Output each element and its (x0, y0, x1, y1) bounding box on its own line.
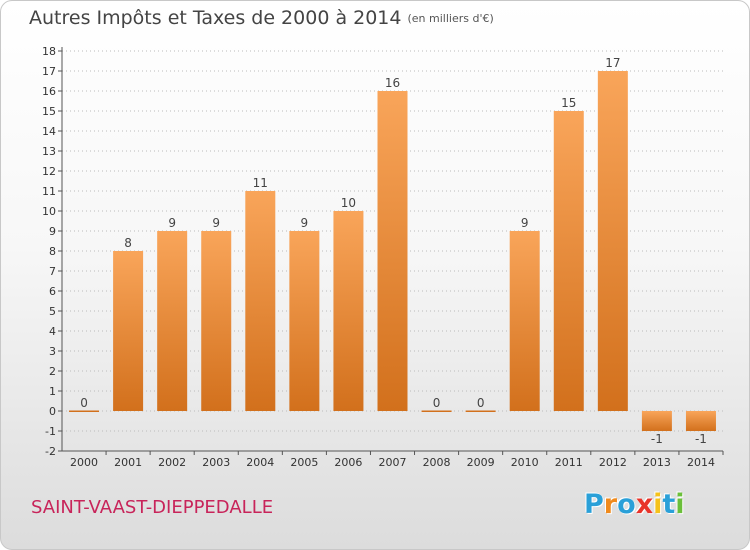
data-label-2005: 9 (301, 216, 309, 230)
y-tick-label: 3 (49, 345, 56, 358)
y-tick-label: 18 (42, 45, 56, 58)
bar-2013 (641, 411, 672, 431)
y-tick-label: 4 (49, 325, 56, 338)
x-tick-label: 2005 (290, 456, 318, 469)
x-tick-label: 2000 (70, 456, 98, 469)
bar-2010 (509, 231, 540, 411)
bar-2000 (69, 410, 100, 412)
x-tick-label: 2006 (334, 456, 362, 469)
x-tick-label: 2001 (114, 456, 142, 469)
data-label-2004: 11 (253, 176, 268, 190)
y-tick-label: 14 (42, 125, 56, 138)
logo-letter: o (617, 489, 636, 520)
bar-2004 (245, 191, 276, 411)
bar-2014 (685, 411, 716, 431)
data-label-2008: 0 (433, 396, 441, 410)
x-tick-label: 2002 (158, 456, 186, 469)
x-tick-label: 2014 (687, 456, 715, 469)
bars (69, 71, 716, 431)
y-tick-label: 10 (42, 205, 56, 218)
x-tick-label: 2003 (202, 456, 230, 469)
chart-title: Autres Impôts et Taxes de 2000 à 2014 (en… (29, 7, 494, 29)
commune-name: SAINT-VAAST-DIEPPEDALLE (31, 497, 274, 518)
logo-letter: P (584, 489, 604, 520)
x-tick-label: 2013 (643, 456, 671, 469)
bar-2008 (421, 410, 452, 412)
y-tick-label: 8 (49, 245, 56, 258)
logo-letter: i (675, 489, 685, 520)
data-label-2000: 0 (80, 396, 88, 410)
bar-2003 (201, 231, 232, 411)
chart-subtitle: (en milliers d'€) (407, 12, 494, 25)
y-tick-label: -1 (45, 425, 56, 438)
bar-2001 (113, 251, 144, 411)
y-tick-label: 17 (42, 65, 56, 78)
bar-2006 (333, 211, 364, 411)
proxiti-logo: Proxiti (584, 489, 685, 520)
y-tick-label: 11 (42, 185, 56, 198)
axes (58, 47, 724, 455)
data-label-2014: -1 (695, 432, 707, 446)
bar-2011 (553, 111, 584, 411)
bar-2012 (597, 71, 628, 411)
y-tick-label: -2 (45, 445, 56, 458)
labels: -2-1012345678910111213141516171820000200… (42, 45, 715, 469)
bar-2002 (157, 231, 188, 411)
y-tick-label: 5 (49, 305, 56, 318)
x-tick-label: 2007 (379, 456, 407, 469)
y-tick-label: 1 (49, 385, 56, 398)
data-label-2001: 8 (124, 236, 132, 250)
bar-2007 (377, 91, 408, 411)
data-label-2007: 16 (385, 76, 400, 90)
data-label-2011: 15 (561, 96, 576, 110)
y-tick-label: 13 (42, 145, 56, 158)
x-tick-label: 2004 (246, 456, 274, 469)
y-tick-label: 7 (49, 265, 56, 278)
data-label-2003: 9 (212, 216, 220, 230)
data-label-2012: 17 (605, 56, 620, 70)
y-tick-label: 6 (49, 285, 56, 298)
x-tick-label: 2009 (467, 456, 495, 469)
logo-letter: i (653, 489, 663, 520)
chart-title-text: Autres Impôts et Taxes de 2000 à 2014 (29, 7, 402, 29)
x-tick-label: 2008 (423, 456, 451, 469)
bar-2009 (465, 410, 496, 412)
logo-letter: x (635, 489, 654, 520)
data-label-2010: 9 (521, 216, 529, 230)
logo-letter: r (603, 489, 618, 520)
data-label-2013: -1 (651, 432, 663, 446)
y-tick-label: 0 (49, 405, 56, 418)
bar-2005 (289, 231, 320, 411)
x-tick-label: 2012 (599, 456, 627, 469)
data-label-2002: 9 (168, 216, 176, 230)
y-tick-label: 9 (49, 225, 56, 238)
x-tick-label: 2010 (511, 456, 539, 469)
y-tick-label: 12 (42, 165, 56, 178)
data-label-2009: 0 (477, 396, 485, 410)
y-tick-label: 2 (49, 365, 56, 378)
data-label-2006: 10 (341, 196, 356, 210)
y-tick-label: 15 (42, 105, 56, 118)
y-tick-label: 16 (42, 85, 56, 98)
x-tick-label: 2011 (555, 456, 583, 469)
logo-letter: t (662, 489, 676, 520)
